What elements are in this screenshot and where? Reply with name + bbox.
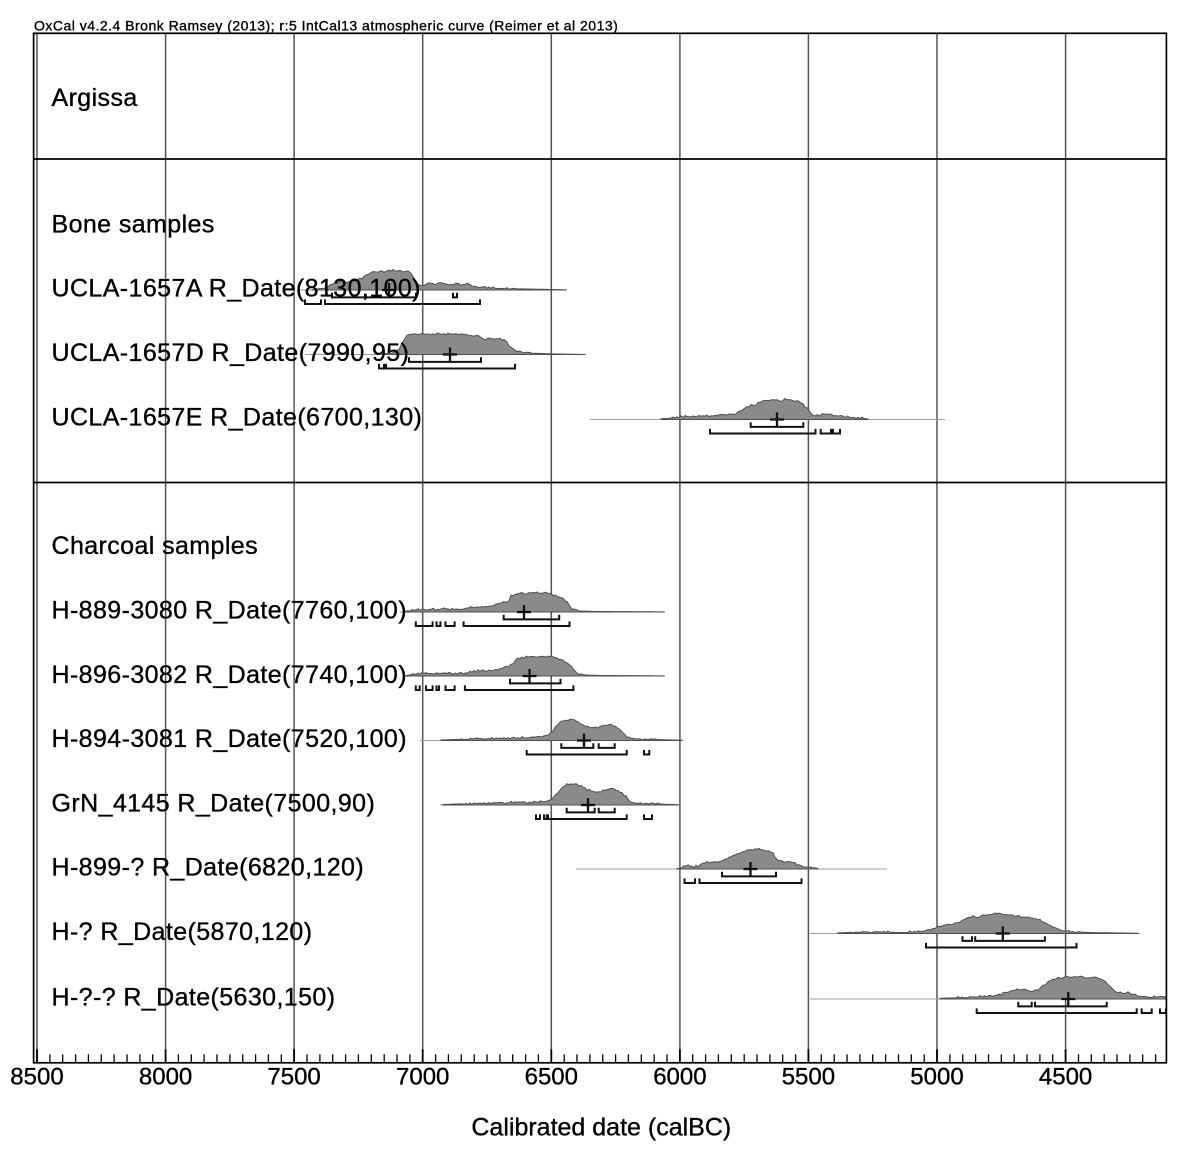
svg-text:6000: 6000 xyxy=(653,1064,706,1091)
svg-text:H-? R_Date(5870,120): H-? R_Date(5870,120) xyxy=(52,918,313,946)
svg-text:OxCal v4.2.4 Bronk Ramsey (201: OxCal v4.2.4 Bronk Ramsey (2013); r:5 In… xyxy=(34,17,618,33)
svg-text:5500: 5500 xyxy=(782,1064,835,1091)
svg-text:UCLA-1657A R_Date(8130,100): UCLA-1657A R_Date(8130,100) xyxy=(52,275,421,303)
svg-text:H-?-? R_Date(5630,150): H-?-? R_Date(5630,150) xyxy=(52,984,336,1012)
svg-text:Calibrated date (calBC): Calibrated date (calBC) xyxy=(471,1114,731,1142)
svg-text:H-894-3081 R_Date(7520,100): H-894-3081 R_Date(7520,100) xyxy=(52,725,407,753)
svg-text:6500: 6500 xyxy=(525,1064,578,1091)
svg-text:Charcoal samples: Charcoal samples xyxy=(52,532,259,560)
svg-text:5000: 5000 xyxy=(910,1064,963,1091)
svg-text:8000: 8000 xyxy=(139,1064,192,1091)
svg-text:UCLA-1657E R_Date(6700,130): UCLA-1657E R_Date(6700,130) xyxy=(52,404,423,432)
svg-text:H-899-? R_Date(6820,120): H-899-? R_Date(6820,120) xyxy=(52,854,365,882)
svg-text:7000: 7000 xyxy=(396,1064,449,1091)
svg-text:7500: 7500 xyxy=(267,1064,320,1091)
svg-text:H-896-3082 R_Date(7740,100): H-896-3082 R_Date(7740,100) xyxy=(52,661,407,689)
svg-text:H-889-3080 R_Date(7760,100): H-889-3080 R_Date(7760,100) xyxy=(52,597,407,625)
svg-text:UCLA-1657D R_Date(7990,95): UCLA-1657D R_Date(7990,95) xyxy=(52,339,410,367)
svg-text:Argissa: Argissa xyxy=(52,84,138,112)
svg-text:GrN_4145 R_Date(7500,90): GrN_4145 R_Date(7500,90) xyxy=(52,790,376,818)
svg-text:Bone samples: Bone samples xyxy=(52,211,215,239)
svg-text:4500: 4500 xyxy=(1039,1064,1092,1091)
svg-text:8500: 8500 xyxy=(10,1064,63,1091)
